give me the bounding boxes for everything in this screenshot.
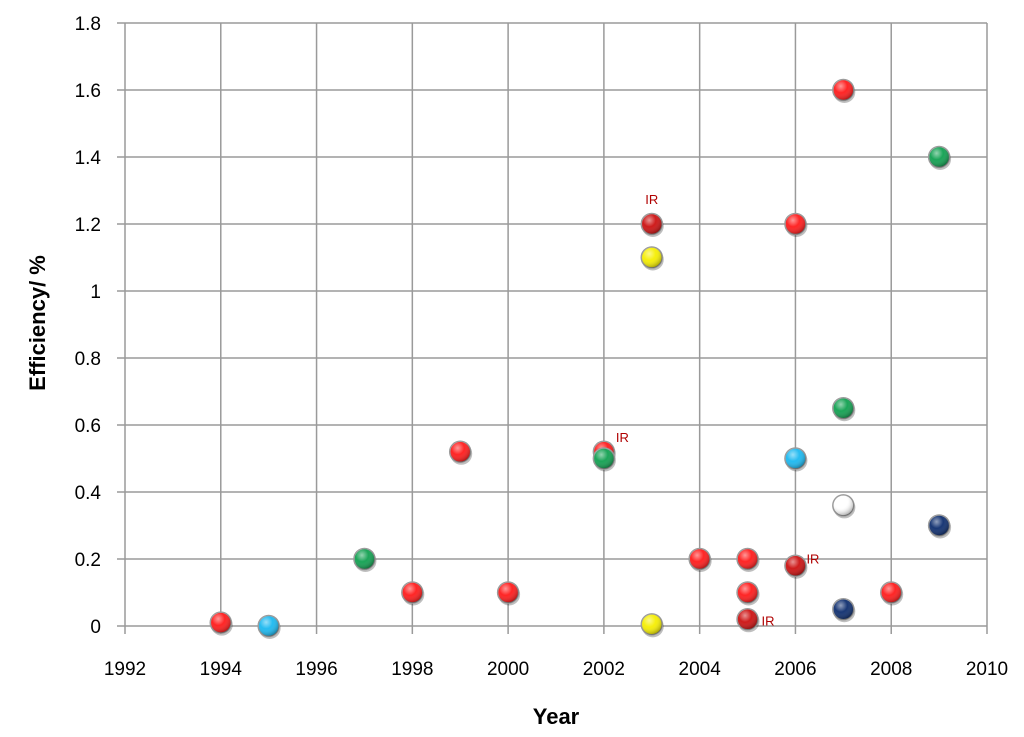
data-point xyxy=(257,614,281,639)
y-tick-label: 0.6 xyxy=(75,416,101,437)
data-point-highlight xyxy=(928,146,950,168)
data-point xyxy=(448,440,473,465)
data-point xyxy=(640,613,664,638)
data-point-highlight xyxy=(784,213,806,235)
ir-annotation: IR xyxy=(616,430,629,445)
data-point-highlight xyxy=(258,615,280,637)
data-points xyxy=(209,78,952,639)
data-point-highlight xyxy=(737,608,759,630)
data-point xyxy=(832,397,856,422)
y-tick-label: 1.8 xyxy=(75,14,101,35)
data-point xyxy=(736,608,760,633)
ir-annotation: IR xyxy=(762,613,775,628)
data-point xyxy=(784,554,808,579)
data-point xyxy=(592,447,616,472)
data-point-highlight xyxy=(737,548,759,570)
data-point-highlight xyxy=(689,548,711,570)
data-point-highlight xyxy=(497,582,519,603)
x-tick-label: 2006 xyxy=(774,659,816,680)
data-point xyxy=(784,212,808,237)
y-tick-label: 0.4 xyxy=(75,483,102,504)
data-point-highlight xyxy=(880,582,902,603)
x-tick-label: 1994 xyxy=(200,659,243,680)
data-point-highlight xyxy=(737,582,759,603)
data-point-highlight xyxy=(832,494,854,516)
point-annotations: IR IR IR IR xyxy=(616,192,820,628)
y-tick-label: 1.6 xyxy=(75,81,101,102)
data-point-highlight xyxy=(401,582,423,603)
data-point-highlight xyxy=(784,448,806,469)
data-point xyxy=(927,514,952,539)
data-point xyxy=(496,581,521,606)
data-point xyxy=(784,447,808,472)
data-point xyxy=(832,494,856,519)
x-tick-label: 2000 xyxy=(487,659,529,680)
data-point-highlight xyxy=(928,515,950,536)
ir-annotation: IR xyxy=(645,192,658,207)
data-point-highlight xyxy=(784,555,806,577)
x-axis-title: Year xyxy=(533,704,580,729)
data-point-highlight xyxy=(593,448,615,469)
y-tick-label: 1 xyxy=(90,282,101,303)
y-tick-label: 1.4 xyxy=(75,148,102,169)
x-tick-label: 2010 xyxy=(966,659,1008,680)
x-tick-label: 1996 xyxy=(295,659,337,680)
data-point xyxy=(736,581,760,606)
data-point-highlight xyxy=(641,213,663,235)
data-point xyxy=(401,581,425,606)
data-point xyxy=(353,547,377,572)
data-point xyxy=(879,581,904,606)
x-tick-label: 1992 xyxy=(104,659,146,680)
data-point-highlight xyxy=(641,613,663,635)
data-point xyxy=(640,212,664,237)
data-point xyxy=(832,598,856,623)
x-tick-label: 1998 xyxy=(391,659,433,680)
data-point-highlight xyxy=(353,548,375,570)
data-point xyxy=(832,78,856,103)
data-point xyxy=(688,547,712,572)
data-point xyxy=(209,611,233,636)
y-tick-label: 0 xyxy=(90,617,101,638)
data-point xyxy=(927,145,952,170)
y-axis-title: Efficiency/ % xyxy=(25,255,50,391)
y-axis-tick-labels: 0 0.2 0.4 0.6 0.8 1 1.2 1.4 1.6 1.8 xyxy=(75,14,102,638)
data-point-highlight xyxy=(832,598,854,620)
ir-annotation: IR xyxy=(806,552,819,567)
grid-lines xyxy=(117,22,988,634)
y-tick-label: 1.2 xyxy=(75,215,101,236)
x-axis-tick-labels: 1992 1994 1996 1998 2000 2002 2004 2006 2008 2010 xyxy=(104,659,1008,680)
y-tick-label: 0.8 xyxy=(75,349,101,370)
y-tick-label: 0.2 xyxy=(75,550,101,571)
data-point xyxy=(736,547,760,572)
x-tick-label: 2004 xyxy=(679,659,722,680)
data-point-highlight xyxy=(832,397,854,419)
x-tick-label: 2002 xyxy=(583,659,625,680)
data-point xyxy=(640,246,664,271)
data-point-highlight xyxy=(641,247,663,268)
data-point-highlight xyxy=(210,612,232,634)
data-point-highlight xyxy=(832,79,854,101)
data-point-highlight xyxy=(449,441,471,463)
x-tick-label: 2008 xyxy=(870,659,912,680)
